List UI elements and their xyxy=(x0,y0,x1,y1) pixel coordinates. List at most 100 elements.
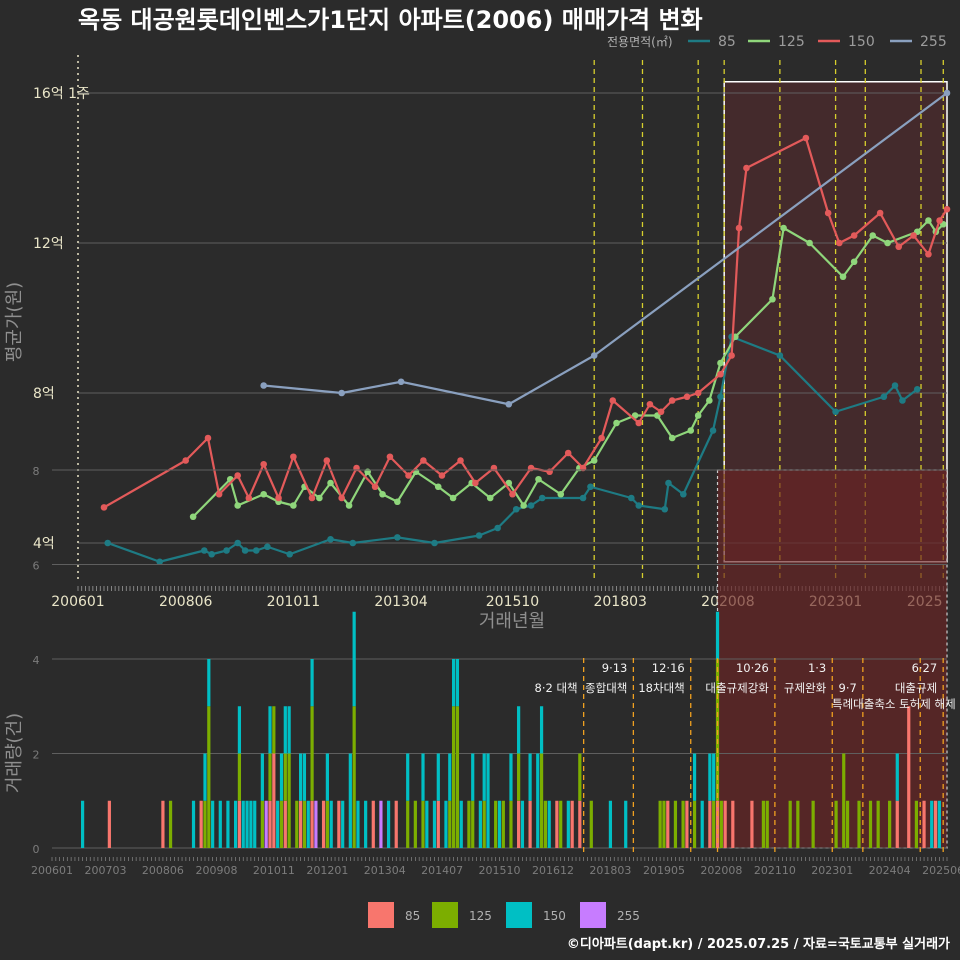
point-85 xyxy=(913,385,921,393)
legend-label-85: 85 xyxy=(718,34,736,50)
volume-x-tick-label: 201803 xyxy=(589,864,631,877)
volume-bar xyxy=(80,800,85,848)
point-85 xyxy=(349,539,357,547)
legend-title: 전용면적(㎡) xyxy=(607,35,673,49)
volume-bar xyxy=(352,611,356,707)
point-150 xyxy=(275,494,282,502)
point-255 xyxy=(397,378,405,386)
volume-bar xyxy=(547,800,551,848)
point-125 xyxy=(379,490,386,498)
volume-bar xyxy=(268,706,272,754)
volume-x-tick-label: 201304 xyxy=(364,864,406,877)
volume-bar xyxy=(406,800,410,848)
point-150 xyxy=(802,134,810,142)
y-tick-label: 12억 xyxy=(33,236,64,252)
point-125 xyxy=(345,502,353,509)
volume-bar xyxy=(471,800,475,848)
point-150 xyxy=(509,490,516,498)
volume-bar xyxy=(249,800,253,848)
volume-bar xyxy=(478,800,482,848)
policy-label-bottom: 18차대책 xyxy=(638,681,684,695)
volume-bar xyxy=(482,753,486,801)
policy-label-bottom: 종합대책 xyxy=(585,681,627,695)
point-150 xyxy=(943,205,951,213)
point-125 xyxy=(520,502,527,509)
volume-x-tick-label: 200908 xyxy=(195,864,237,877)
volume-bar xyxy=(386,800,391,848)
point-85 xyxy=(832,408,839,416)
volume-bar xyxy=(237,753,242,801)
volume-bar xyxy=(199,800,203,848)
volume-bar xyxy=(436,753,440,801)
volume-bar xyxy=(337,800,341,848)
volume-bar xyxy=(536,753,540,848)
point-150 xyxy=(836,239,843,247)
volume-bar xyxy=(509,753,513,801)
point-85 xyxy=(431,539,438,547)
point-150 xyxy=(323,457,331,464)
point-125 xyxy=(290,502,297,509)
volume-x-tick-label: 201201 xyxy=(306,864,348,877)
volume-bar xyxy=(302,753,307,801)
volume-bar xyxy=(712,800,716,848)
volume-bar xyxy=(272,753,276,848)
point-125 xyxy=(364,468,371,476)
point-85 xyxy=(635,502,643,509)
legend-label-150: 150 xyxy=(848,34,875,50)
volume-bar xyxy=(658,800,662,848)
volume-y-tick-label: 0 xyxy=(33,843,40,856)
point-85 xyxy=(241,547,249,554)
volume-bar xyxy=(260,800,264,848)
volume-x-tick-label: 201905 xyxy=(643,864,685,877)
point-150 xyxy=(245,494,253,502)
volume-x-tick-label: 202301 xyxy=(811,864,853,877)
volume-bar xyxy=(501,800,505,848)
volume-bar xyxy=(895,800,899,848)
x-tick-label: 201803 xyxy=(593,594,646,610)
volume-bar xyxy=(444,800,448,848)
point-125 xyxy=(449,494,457,502)
point-125 xyxy=(535,475,542,483)
series-line-150 xyxy=(103,136,948,509)
point-85 xyxy=(587,483,594,491)
volume-bar xyxy=(681,800,685,848)
volume-bar xyxy=(570,800,574,848)
volume-bar xyxy=(692,800,697,848)
point-125 xyxy=(884,239,891,247)
volume-bar xyxy=(452,659,456,707)
volume-bar xyxy=(685,800,689,848)
point-150 xyxy=(910,232,917,239)
volume-bar xyxy=(455,659,460,707)
volume-bar xyxy=(287,753,291,848)
point-150 xyxy=(546,468,553,476)
volume-bar xyxy=(937,800,941,848)
volume-legend-swatch-150 xyxy=(506,902,532,928)
volume-legend-label-150: 150 xyxy=(543,909,566,923)
point-150 xyxy=(925,250,932,258)
point-125 xyxy=(590,457,598,464)
volume-bar xyxy=(662,800,666,848)
point-150 xyxy=(182,457,189,464)
point-85 xyxy=(899,397,906,404)
volume-bar xyxy=(700,800,704,848)
point-125 xyxy=(434,483,442,491)
point-125 xyxy=(869,232,877,239)
volume-x-tick-label: 200601 xyxy=(31,864,73,877)
point-125 xyxy=(806,239,813,247)
point-85 xyxy=(527,502,535,509)
volume-bar xyxy=(517,800,521,848)
point-125 xyxy=(769,295,776,303)
point-150 xyxy=(457,457,464,464)
point-85 xyxy=(156,558,164,566)
x-tick-label: 200806 xyxy=(159,594,213,610)
point-150 xyxy=(204,434,212,442)
point-85 xyxy=(512,505,520,513)
point-85 xyxy=(628,494,635,502)
volume-bar xyxy=(765,800,769,848)
point-150 xyxy=(338,494,345,502)
volume-bar xyxy=(421,753,425,801)
policy-label-top: 1·3 xyxy=(808,661,826,675)
volume-bar xyxy=(203,800,207,848)
volume-bar xyxy=(211,800,215,848)
point-85 xyxy=(494,524,501,532)
